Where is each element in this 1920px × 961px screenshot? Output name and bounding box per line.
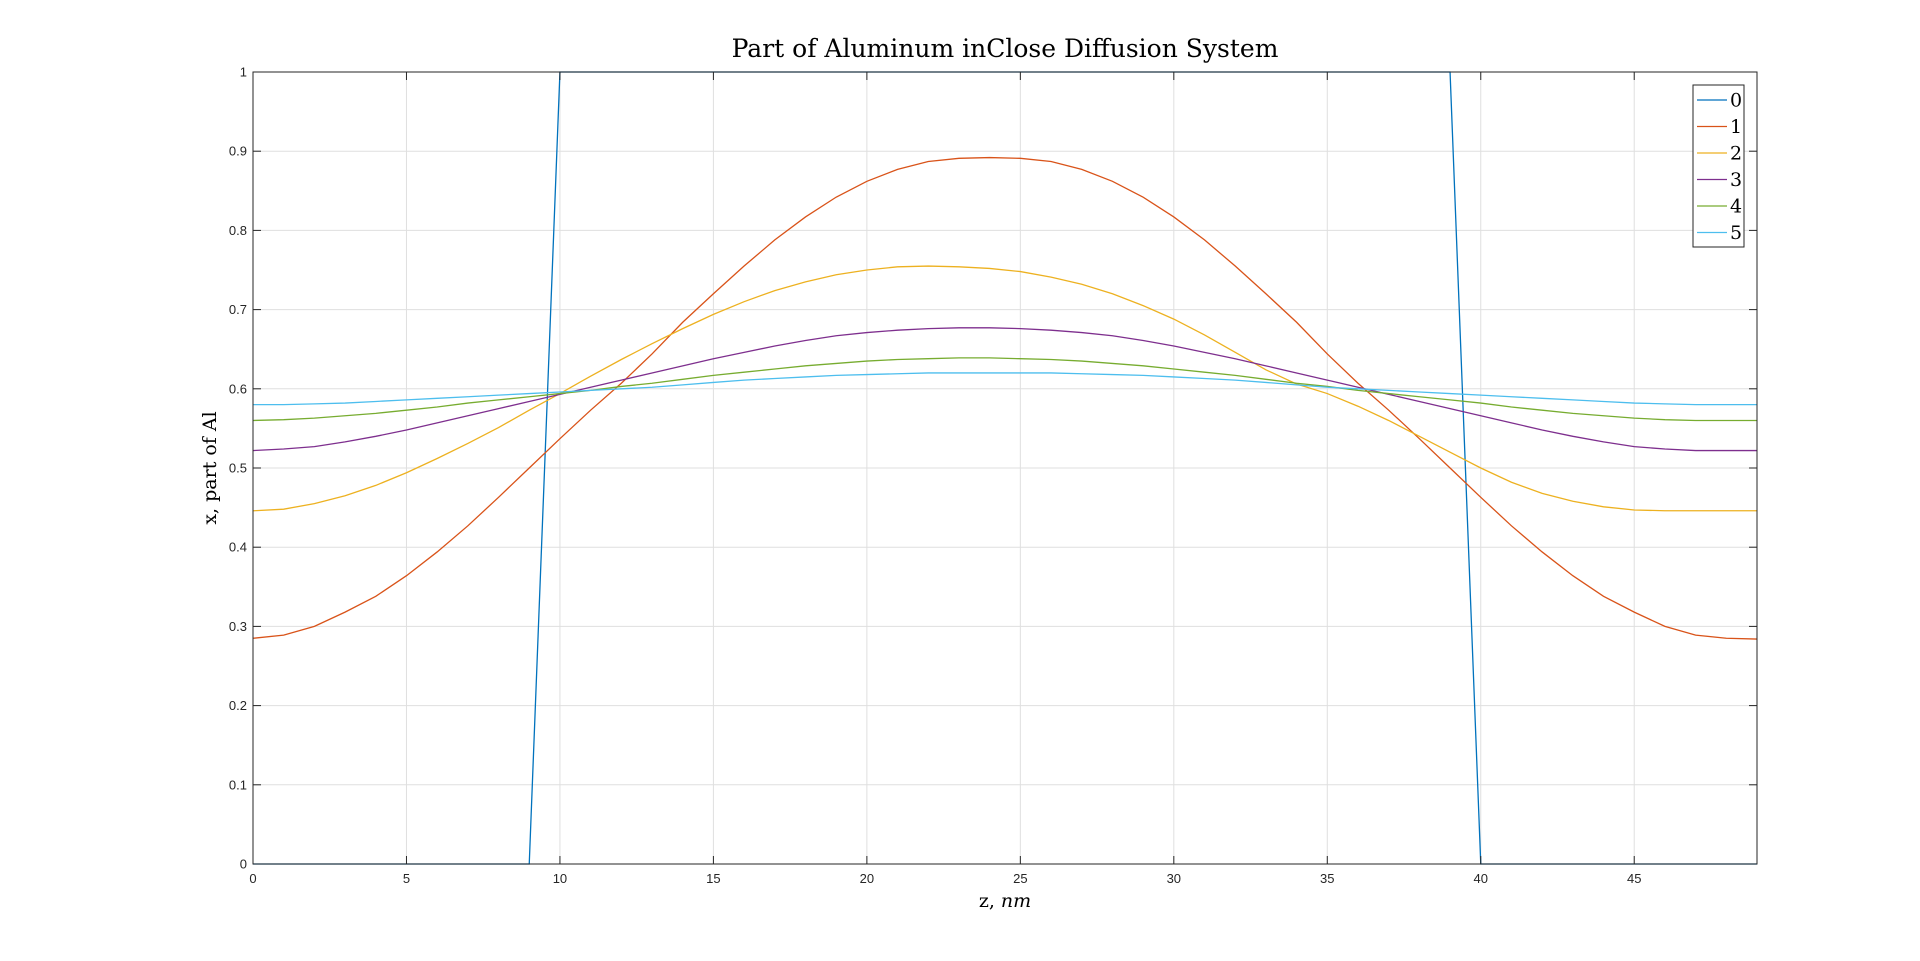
legend-items: 0 1 2 3 4 5 (1697, 90, 1742, 244)
y-tick-labels: 0 0.1 0.2 0.3 0.4 0.5 0.6 0.7 0.8 0.9 1 (229, 65, 247, 872)
series-line-5 (253, 372, 1757, 406)
y-tick-label: 0.1 (229, 777, 247, 792)
y-tick-label: 0.3 (229, 619, 247, 634)
x-tick-label: 15 (706, 871, 720, 886)
y-tick-label: 0 (240, 857, 247, 872)
x-tick-label: 45 (1627, 871, 1641, 886)
x-tick-label: 35 (1320, 871, 1334, 886)
legend-label-1: 1 (1730, 116, 1742, 138)
y-tick-label: 0.5 (229, 461, 247, 476)
x-axis-label: z, nm (979, 890, 1031, 912)
x-tick-label: 25 (1013, 871, 1027, 886)
y-tick-label: 0.6 (229, 381, 247, 396)
x-tick-label: 0 (249, 871, 256, 886)
series-line-3 (252, 327, 1757, 452)
y-tick-label: 0.4 (229, 540, 247, 555)
series-line-1 (252, 156, 1758, 640)
series-line-2 (252, 265, 1757, 512)
y-axis-label: x, part of Al (199, 411, 221, 524)
x-tick-labels: 0 5 10 15 20 25 30 35 40 45 (249, 871, 1641, 886)
legend-box (1692, 84, 1745, 248)
series-line-4 (252, 357, 1757, 422)
legend-label-2: 2 (1730, 143, 1742, 165)
legend-label-4: 4 (1730, 196, 1742, 218)
x-tick-label: 5 (403, 871, 410, 886)
x-tick-label: 30 (1167, 871, 1181, 886)
y-tick-label: 0.8 (229, 223, 247, 238)
legend-label-3: 3 (1730, 169, 1742, 191)
legend-label-0: 0 (1730, 90, 1742, 112)
chart-title: Part of Aluminum inClose Diffusion Syste… (732, 34, 1279, 63)
legend-label-5: 5 (1730, 222, 1742, 244)
x-tick-label: 10 (553, 871, 567, 886)
y-tick-label: 0.2 (229, 698, 247, 713)
x-tick-label: 40 (1474, 871, 1488, 886)
axis-ticks (252, 71, 1757, 865)
x-tick-label: 20 (860, 871, 874, 886)
x-axis-label-main: z, (979, 890, 1001, 912)
x-axis-label-unit: nm (1001, 890, 1031, 912)
y-tick-label: 0.7 (229, 302, 247, 317)
y-tick-label: 1 (240, 65, 247, 80)
legend: 0 1 2 3 4 5 (1692, 84, 1745, 248)
y-tick-label: 0.9 (229, 144, 247, 159)
